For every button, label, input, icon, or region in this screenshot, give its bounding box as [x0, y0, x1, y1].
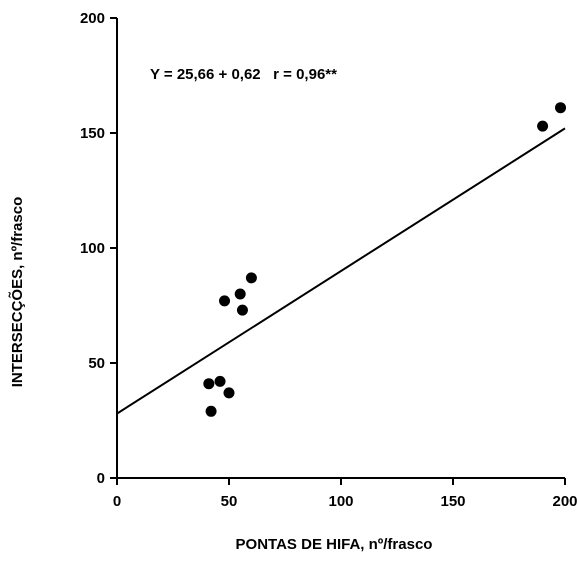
data-point [214, 375, 226, 387]
data-point [223, 387, 235, 399]
data-point [245, 272, 257, 284]
regression-line [116, 127, 566, 415]
data-point [203, 378, 215, 390]
x-tick-label: 100 [328, 493, 353, 510]
regression-line-group [116, 127, 566, 415]
data-points [203, 102, 567, 417]
data-point [205, 405, 217, 417]
data-point [234, 288, 246, 300]
regression-equation: Y = 25,66 + 0,62 r = 0,96** [150, 66, 337, 83]
axes [116, 18, 565, 479]
x-tick-label: 50 [221, 493, 238, 510]
y-axis-title: INTERSECÇÕES, nº/frasco [8, 197, 26, 388]
x-tick-label: 200 [552, 493, 577, 510]
x-tick-label: 150 [440, 493, 465, 510]
y-tick-label: 50 [88, 355, 105, 372]
data-point [219, 295, 231, 307]
ticks: 0 50 100 150 200 0 50 100 150 200 [80, 10, 577, 510]
data-point [537, 120, 549, 132]
data-point [555, 102, 567, 114]
y-tick-label: 100 [80, 240, 105, 257]
x-axis-title: PONTAS DE HIFA, nº/frasco [236, 536, 433, 553]
y-tick-label: 150 [80, 125, 105, 142]
y-tick-label: 0 [97, 470, 105, 487]
data-point [236, 304, 248, 316]
y-tick-label: 200 [80, 10, 105, 27]
x-tick-label: 0 [113, 493, 121, 510]
